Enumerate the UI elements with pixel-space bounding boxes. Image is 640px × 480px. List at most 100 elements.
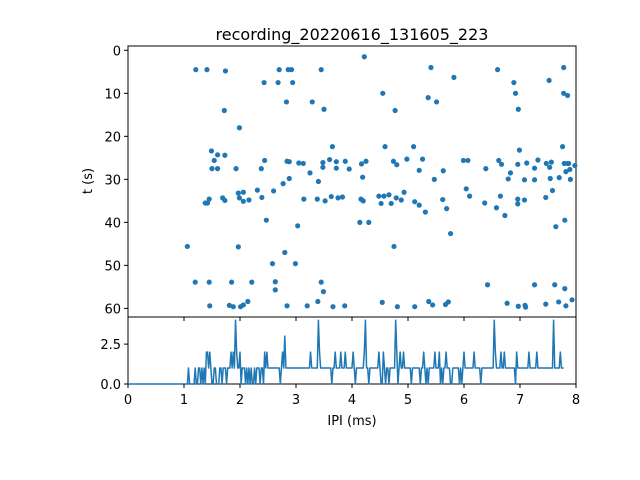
raster-point-171 <box>304 303 310 309</box>
raster-point-13 <box>561 64 567 71</box>
raster-point-66 <box>465 157 471 164</box>
raster-point-147 <box>235 244 241 250</box>
raster-point-96 <box>254 187 260 193</box>
raster-point-159 <box>249 279 255 285</box>
ipi-panel: 0.0 2.5 0 1 2 3 4 5 6 7 8 IPI (ms) <box>100 316 580 429</box>
raster-point-47 <box>296 160 302 166</box>
raster-point-161 <box>531 282 538 288</box>
raster-point-24 <box>515 106 521 112</box>
raster-point-57 <box>358 161 365 167</box>
raster-point-16 <box>290 79 296 86</box>
ipi-x-axis-label: IPI (ms) <box>327 414 376 429</box>
raster-point-37 <box>211 157 217 164</box>
raster-point-125 <box>222 197 228 204</box>
ipi-x-tick-label-6: 6 <box>460 393 468 408</box>
raster-point-151 <box>292 261 299 267</box>
ipi-x-tick-label-0: 0 <box>124 393 132 408</box>
raster-point-168 <box>240 302 246 308</box>
raster-point-115 <box>497 193 503 199</box>
ipi-y-tick-label-0: 0.0 <box>100 378 121 393</box>
raster-point-179 <box>430 302 436 308</box>
raster-y-tick-label-2: 20 <box>104 130 121 145</box>
raster-point-53 <box>333 159 339 165</box>
raster-point-44 <box>258 166 264 172</box>
raster-point-65 <box>460 157 467 164</box>
raster-point-89 <box>431 176 437 182</box>
raster-point-101 <box>322 198 328 204</box>
ipi-x-tick-label-5: 5 <box>404 393 412 408</box>
raster-point-103 <box>335 195 341 201</box>
raster-point-8 <box>428 64 434 71</box>
raster-point-169 <box>245 298 251 305</box>
raster-point-129 <box>360 198 366 204</box>
raster-point-31 <box>382 144 388 150</box>
raster-point-32 <box>411 144 417 150</box>
raster-point-82 <box>556 175 562 181</box>
raster-point-91 <box>521 177 528 183</box>
raster-point-146 <box>562 217 568 223</box>
raster-point-90 <box>505 176 511 182</box>
ipi-series-line <box>128 319 564 385</box>
raster-point-76 <box>547 164 553 170</box>
raster-point-43 <box>262 157 268 164</box>
raster-point-132 <box>398 197 404 203</box>
raster-point-22 <box>433 99 440 105</box>
raster-point-26 <box>565 92 571 99</box>
raster-point-36 <box>208 148 215 154</box>
raster-point-52 <box>327 156 333 163</box>
raster-point-172 <box>315 298 321 305</box>
raster-point-104 <box>339 194 346 200</box>
raster-point-19 <box>380 90 386 96</box>
raster-point-98 <box>271 188 277 194</box>
raster-point-141 <box>295 223 301 229</box>
raster-point-51 <box>320 164 326 170</box>
raster-point-25 <box>561 90 567 96</box>
raster-point-118 <box>521 197 528 203</box>
raster-point-71 <box>515 161 521 167</box>
raster-point-176 <box>394 304 400 310</box>
raster-points <box>184 54 578 310</box>
raster-y-tick-label-6: 60 <box>104 302 121 317</box>
raster-y-axis-label: t (s) <box>81 168 96 194</box>
raster-point-20 <box>392 107 398 114</box>
raster-point-95 <box>240 189 246 195</box>
raster-point-27 <box>283 99 290 105</box>
raster-point-134 <box>422 209 428 215</box>
raster-point-67 <box>483 166 489 172</box>
raster-point-127 <box>240 198 246 204</box>
raster-point-150 <box>269 261 276 267</box>
raster-point-160 <box>484 282 491 288</box>
raster-point-100 <box>314 196 320 202</box>
raster-point-178 <box>426 298 432 305</box>
raster-point-12 <box>546 77 552 84</box>
raster-point-175 <box>379 299 385 305</box>
raster-point-86 <box>286 175 292 182</box>
raster-point-50 <box>320 159 326 166</box>
raster-point-139 <box>184 243 190 250</box>
raster-point-78 <box>561 160 567 167</box>
raster-point-61 <box>404 156 410 162</box>
raster-point-109 <box>393 195 399 201</box>
raster-point-11 <box>511 79 517 86</box>
raster-point-34 <box>559 144 566 150</box>
raster-point-138 <box>515 201 521 207</box>
raster-point-21 <box>425 95 431 101</box>
raster-point-77 <box>548 159 554 165</box>
raster-point-83 <box>567 176 574 182</box>
raster-point-6 <box>318 67 324 73</box>
raster-point-18 <box>321 106 327 112</box>
raster-point-107 <box>381 193 387 199</box>
raster-y-tick-label-4: 40 <box>104 216 121 231</box>
raster-point-145 <box>553 224 559 230</box>
raster-point-10 <box>495 67 501 73</box>
raster-point-144 <box>447 230 454 237</box>
raster-point-3 <box>276 67 282 73</box>
raster-point-93 <box>547 175 553 182</box>
raster-point-181 <box>445 299 451 305</box>
raster-point-166 <box>230 304 236 310</box>
ipi-y-ticks: 0.0 2.5 <box>100 338 128 393</box>
chart-title: recording_20220616_131605_223 <box>216 25 489 45</box>
raster-point-170 <box>284 303 290 309</box>
raster-point-7 <box>361 54 367 60</box>
